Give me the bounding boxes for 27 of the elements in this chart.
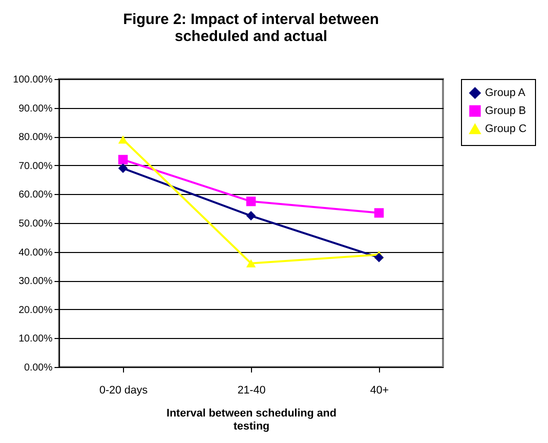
y-tick-label: 0.00%: [24, 362, 53, 374]
point: [374, 252, 384, 262]
x-tick-label: 21-40: [237, 384, 266, 396]
legend-label: Group B: [485, 105, 526, 117]
x-tick-label: 0-20 days: [99, 384, 148, 396]
point: [118, 135, 128, 144]
x-axis-title: Interval between scheduling and testing: [166, 408, 336, 432]
y-tick-label: 100.00%: [13, 74, 53, 86]
legend-label: Group A: [485, 87, 526, 99]
y-tick-label: 70.00%: [18, 160, 53, 172]
x-tick-label: 40+: [370, 384, 389, 396]
y-tick-label: 80.00%: [18, 132, 53, 144]
point: [118, 164, 128, 174]
y-tick-label: 90.00%: [18, 103, 53, 114]
y-tick-label: 30.00%: [18, 276, 53, 288]
chart-title: Figure 2: Impact of interval between scheduled and actual: [123, 11, 379, 45]
point: [246, 259, 256, 268]
y-tick-label: 10.00%: [18, 334, 53, 345]
y-tick-label: 60.00%: [18, 190, 53, 201]
point: [118, 154, 128, 164]
point: [246, 211, 256, 221]
y-tick-label: 50.00%: [18, 218, 53, 230]
legend-label: Group C: [485, 123, 527, 135]
y-tick-label: 40.00%: [18, 247, 53, 258]
y-tick-label: 20.00%: [18, 304, 53, 316]
point: [246, 196, 256, 206]
point: [374, 208, 384, 218]
